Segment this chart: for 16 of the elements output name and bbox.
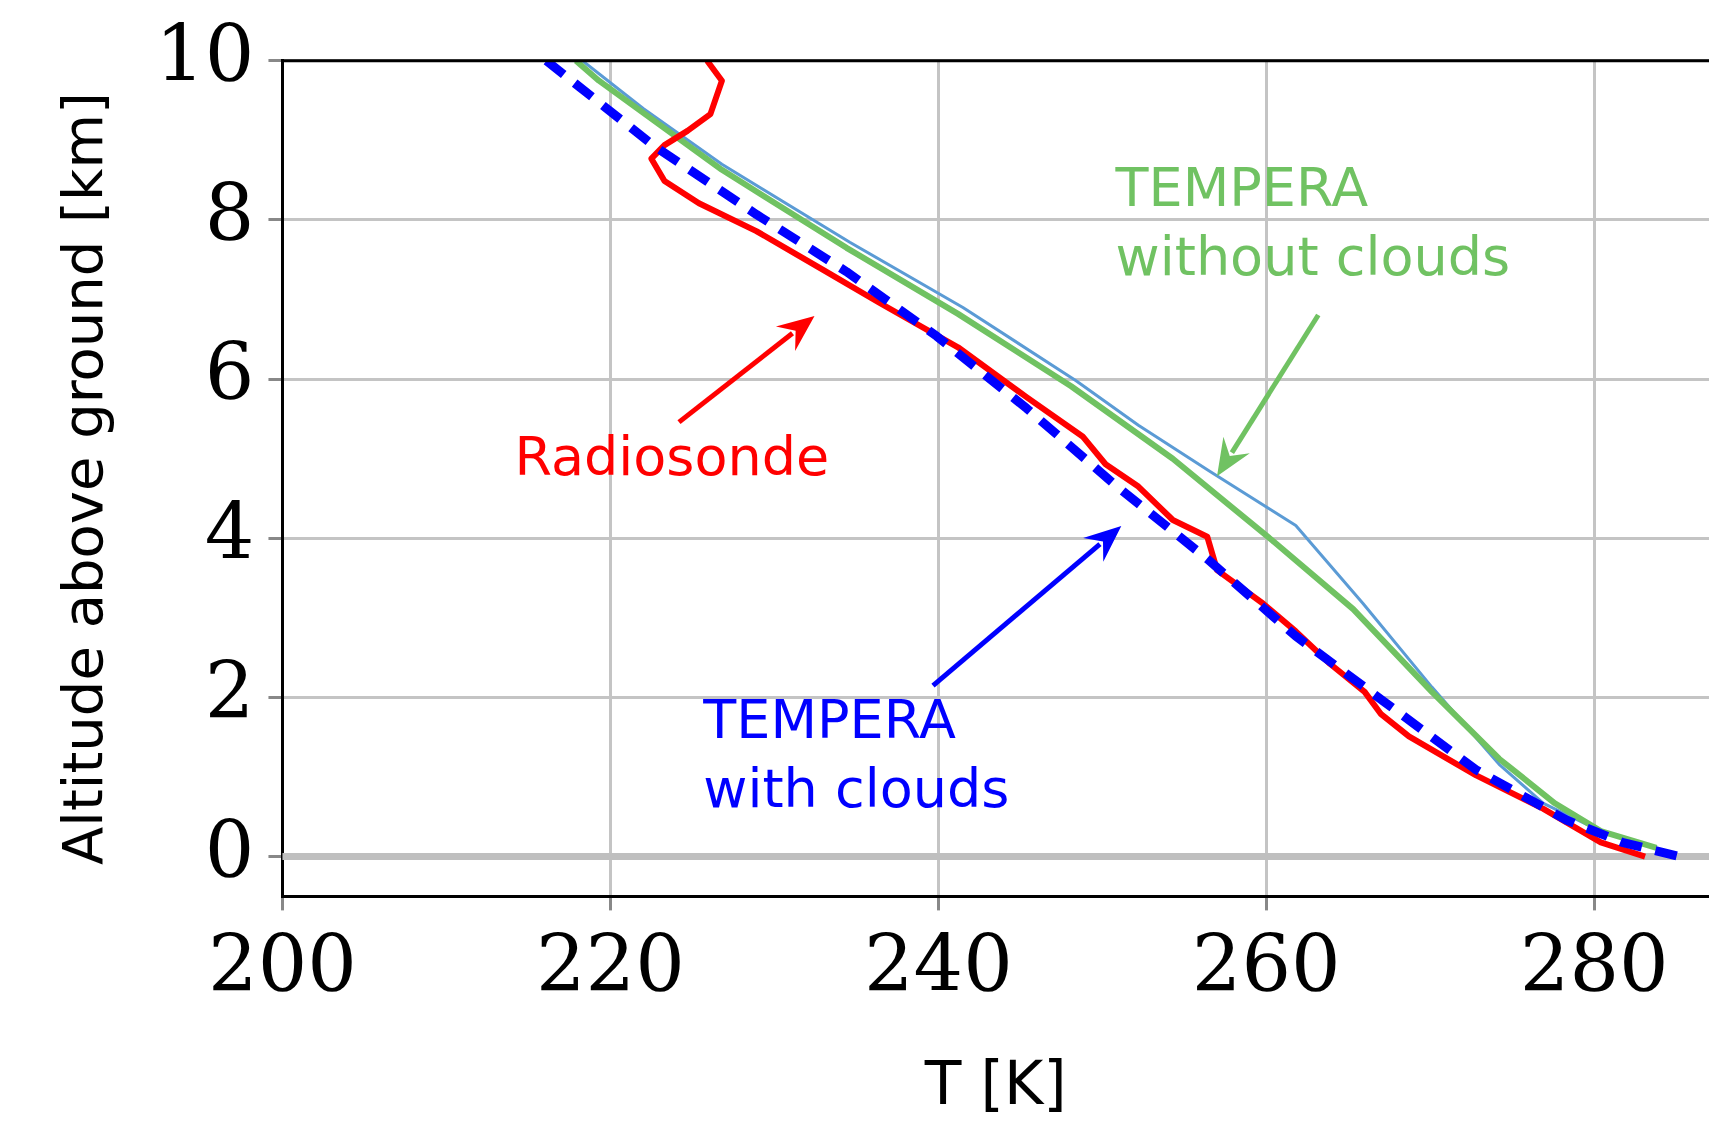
x-axis-title: T [K] <box>923 1047 1067 1118</box>
x-tick-label: 280 <box>1519 919 1669 1010</box>
y-tick-label: 4 <box>204 486 255 577</box>
x-tick-label: 240 <box>863 919 1013 1010</box>
x-tick-label: 200 <box>208 919 357 1010</box>
y-tick-label: 0 <box>204 804 255 895</box>
series-label: TEMPERA without clouds <box>1114 156 1511 289</box>
y-tick-label: 6 <box>204 327 255 418</box>
legend-label: Radiosonde <box>514 425 830 489</box>
x-tick-label: 260 <box>1191 919 1341 1010</box>
x-tick-label: 220 <box>535 919 685 1010</box>
y-tick-label: 8 <box>204 168 255 259</box>
text: TEMPERA with clouds <box>702 688 1010 820</box>
y-tick-label: 10 <box>155 9 255 100</box>
y-axis-title: Altitude above ground [km] <box>50 92 116 865</box>
y-tick-label: 2 <box>204 645 255 736</box>
